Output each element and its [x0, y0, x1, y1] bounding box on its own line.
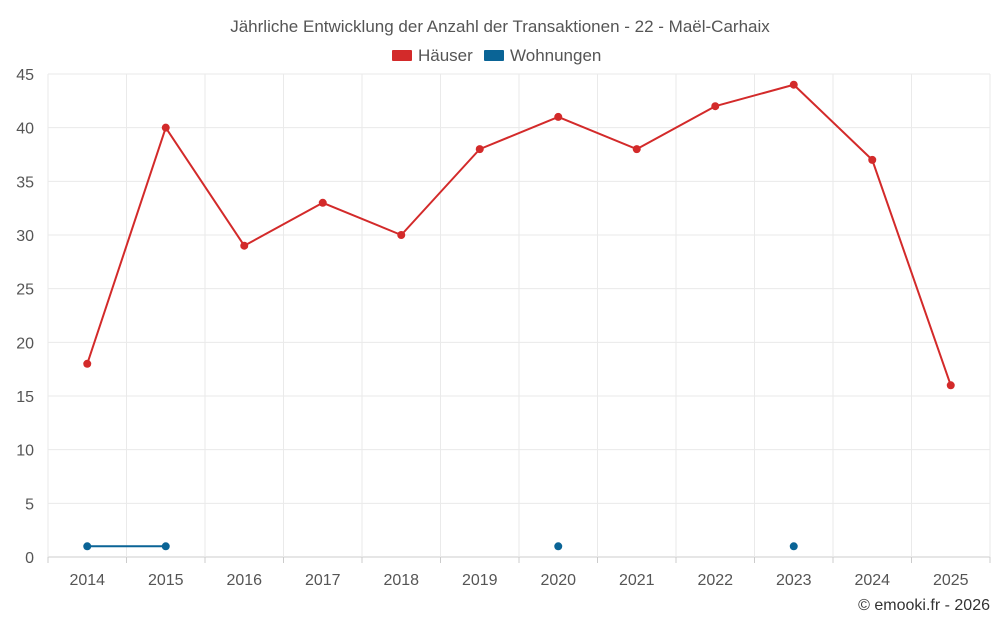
legend-swatch-1: [484, 50, 504, 61]
series-1: [83, 542, 798, 551]
x-tick-label: 2020: [540, 572, 576, 589]
data-point-0-4: [397, 231, 406, 239]
x-tick-label: 2022: [697, 572, 733, 589]
data-point-1-9: [789, 542, 798, 551]
series-line-0: [86, 83, 952, 386]
data-point-0-0: [83, 359, 92, 368]
chart-title: Jährliche Entwicklung der Anzahl der Tra…: [230, 17, 770, 36]
data-point-0-7: [632, 145, 641, 154]
data-point-0-11: [946, 381, 955, 390]
x-tick-label: 2023: [776, 572, 812, 589]
series-0: [83, 80, 955, 390]
data-point-0-6: [554, 112, 563, 121]
grid: [47, 73, 991, 563]
series-layer: [83, 80, 955, 551]
data-point-1-0: [83, 542, 92, 551]
data-point-0-9: [789, 80, 798, 89]
x-axis-ticks: 2014 2015 2016 2017 2018 2019 2020 2021 2022 2023…: [69, 572, 968, 589]
x-tick-label: 2021: [619, 572, 655, 589]
data-point-0-3: [318, 198, 327, 207]
y-tick-label: 35: [16, 174, 34, 191]
x-tick-label: 2014: [69, 572, 105, 589]
y-tick-label: 10: [16, 443, 34, 460]
y-tick-label: 20: [16, 335, 34, 352]
x-tick-label: 2016: [226, 572, 262, 589]
x-tick-label: 2017: [305, 572, 341, 589]
legend-swatch-0: [392, 50, 412, 61]
data-point-0-2: [240, 241, 249, 250]
y-axis-ticks: 0 5 10 15 20 25 30 35 40 45: [16, 67, 34, 567]
x-tick-label: 2025: [933, 572, 969, 589]
data-point-0-8: [711, 102, 720, 111]
y-tick-label: 25: [16, 282, 34, 299]
y-tick-label: 5: [25, 496, 34, 513]
y-tick-label: 45: [16, 67, 34, 84]
y-tick-label: 15: [16, 389, 34, 406]
data-point-1-1: [161, 542, 170, 551]
data-point-0-1: [161, 123, 170, 132]
y-tick-label: 30: [16, 228, 34, 245]
legend-label-0: Häuser: [418, 46, 473, 65]
x-tick-label: 2018: [383, 572, 419, 589]
y-tick-label: 0: [25, 550, 34, 567]
data-point-0-5: [475, 145, 484, 154]
x-tick-label: 2019: [462, 572, 498, 589]
data-point-1-6: [554, 542, 563, 551]
legend-label-1: Wohnungen: [510, 46, 601, 65]
y-tick-label: 40: [16, 121, 34, 138]
credit-text: © emooki.fr - 2026: [858, 597, 990, 614]
data-point-0-10: [868, 155, 877, 164]
legend: Häuser Wohnungen: [392, 46, 601, 65]
x-tick-label: 2024: [854, 572, 890, 589]
x-tick-label: 2015: [148, 572, 184, 589]
